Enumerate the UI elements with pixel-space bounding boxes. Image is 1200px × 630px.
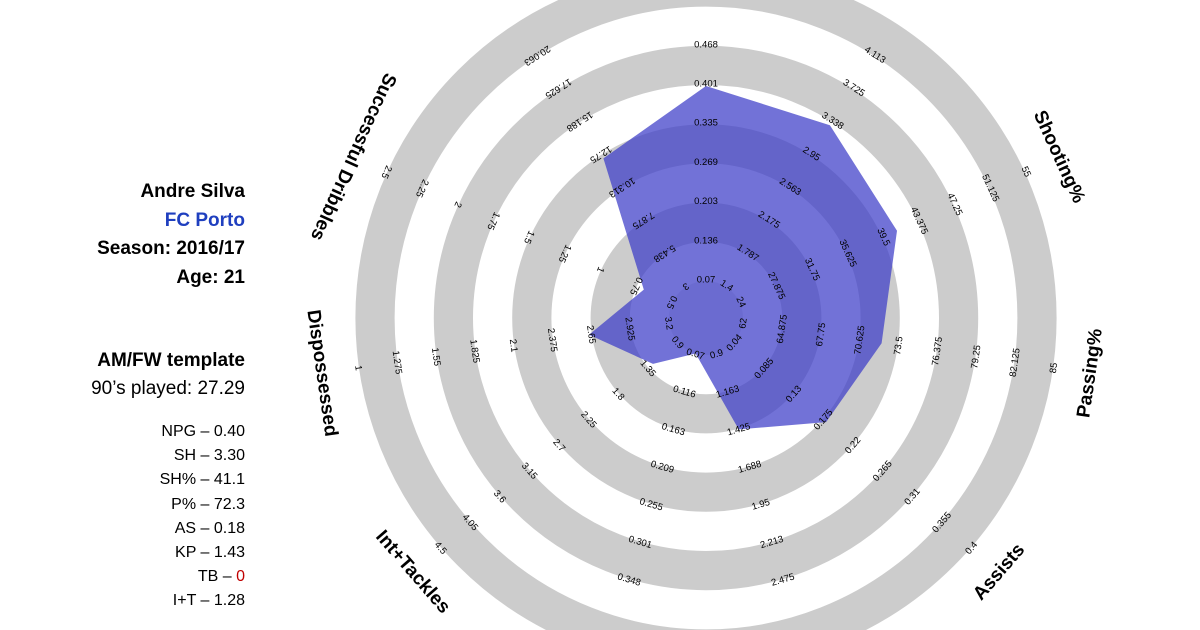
stat-row: SH – 3.30: [91, 444, 245, 468]
axis-label: Passing%: [1073, 327, 1107, 419]
tick-label: 0.468: [694, 39, 718, 50]
tick-label: 1.275: [390, 350, 404, 375]
tick-label: 24: [733, 295, 747, 309]
tick-label: 82.125: [1008, 347, 1023, 377]
age: Age: 21: [176, 266, 245, 288]
minutes-played: 90’s played: 27.29: [91, 378, 245, 399]
stat-label: AS –: [174, 519, 214, 537]
stat-value: 3.30: [213, 447, 245, 465]
stat-label: P% –: [171, 495, 214, 513]
stat-value: 72.3: [213, 495, 245, 513]
radar-polygon: [589, 86, 897, 430]
tick-label: 2.375: [545, 328, 559, 353]
stat-label: KP –: [175, 544, 214, 562]
tick-label: 67.75: [814, 322, 828, 347]
tick-label: 76.375: [930, 336, 945, 366]
tick-label: 1.55: [429, 347, 443, 367]
tick-label: 1: [594, 265, 606, 274]
season: Season: 2016/17: [97, 238, 245, 259]
stat-row: AS – 0.18: [91, 517, 245, 541]
stat-label: SH% –: [159, 471, 214, 489]
axis-label: Shooting%: [1029, 107, 1089, 206]
tick-label: 0.07: [685, 347, 706, 363]
tick-label: 0.9: [709, 347, 725, 361]
tick-label: 64.875: [775, 314, 790, 344]
tick-label: 0.401: [694, 79, 718, 90]
radar-shape: [589, 86, 897, 430]
tick-label: 2.5: [378, 164, 393, 181]
tick-label: 62: [737, 317, 749, 329]
tick-label: 2.65: [584, 325, 598, 345]
player-info: Andre Silva FC Porto Season: 2016/17 Age…: [91, 178, 245, 614]
tick-label: 0.203: [694, 196, 718, 207]
stat-row: KP – 1.43: [91, 541, 245, 565]
stat-value: 41.1: [213, 471, 245, 489]
tick-label: 1.825: [467, 339, 481, 364]
radar-ring: [433, 45, 979, 591]
tick-label: 2.1: [507, 338, 520, 353]
tick-label: 2: [451, 200, 463, 209]
stat-value: 1.28: [213, 592, 245, 610]
tick-label: 0.136: [694, 235, 718, 246]
tick-label: 0.335: [694, 118, 718, 129]
stat-label: NPG –: [161, 423, 214, 440]
stat-row: TB – 0: [91, 565, 245, 589]
tick-label: 3: [680, 280, 690, 292]
tick-label: 0.5: [664, 294, 679, 311]
stat-label: TB –: [197, 568, 237, 586]
stat-value: 0: [236, 568, 245, 586]
tick-label: 85: [1048, 362, 1060, 374]
stat-row: SH% – 41.1: [91, 468, 245, 492]
tick-label: 79.25: [969, 344, 983, 369]
stat-label: SH –: [173, 447, 214, 465]
template-label: AM/FW template: [97, 350, 245, 371]
tick-label: 1.95: [750, 497, 771, 513]
axis-label: Assists: [969, 540, 1029, 605]
tick-label: 1.5: [521, 229, 536, 246]
stat-label: I+T –: [172, 592, 214, 610]
stat-row: I+T – 1.28: [91, 589, 245, 613]
tick-label: 0.269: [694, 157, 718, 168]
tick-label: 1: [352, 365, 364, 372]
stat-value: 0.40: [213, 423, 245, 440]
team-name: FC Porto: [164, 209, 245, 231]
stat-value: 1.43: [213, 544, 245, 562]
tick-label: 73.5: [892, 336, 906, 356]
stat-row: NPG – 0.40: [91, 420, 245, 444]
tick-label: 70.625: [852, 325, 867, 355]
axis-label: Dispossessed: [302, 308, 341, 437]
tick-label: 0.07: [697, 275, 716, 286]
tick-label: 2.925: [622, 316, 636, 341]
player-name: Andre Silva: [140, 181, 245, 202]
stats-list: NPG – 0.40 SH – 3.30 SH% – 41.1 P% – 72.3 AS…: [91, 420, 245, 614]
stat-value: 0.18: [213, 519, 245, 537]
tick-label: 55: [1019, 165, 1033, 179]
tick-label: 3.2: [662, 316, 675, 331]
stat-row: P% – 72.3: [91, 493, 245, 517]
radar-ring: [355, 0, 1057, 630]
